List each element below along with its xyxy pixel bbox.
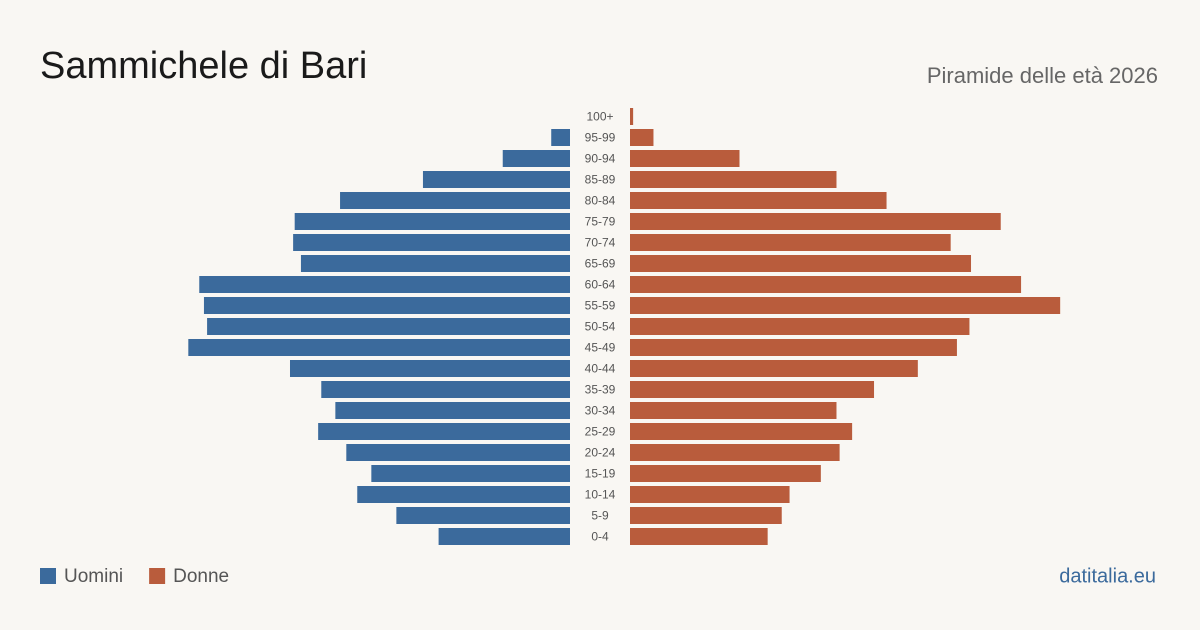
- age-label: 80-84: [585, 194, 616, 208]
- bar: [289, 360, 570, 377]
- legend-label: Uomini: [64, 566, 123, 587]
- age-label: 40-44: [585, 362, 616, 376]
- bar: [630, 276, 1022, 293]
- bar: [630, 507, 782, 524]
- bar: [630, 402, 837, 419]
- bar: [630, 360, 918, 377]
- age-label: 0-4: [591, 530, 609, 544]
- bar: [551, 129, 570, 146]
- bar: [630, 129, 654, 146]
- bar: [630, 108, 634, 125]
- legend-label: Donne: [173, 566, 229, 587]
- age-label: 90-94: [585, 152, 616, 166]
- age-label: 20-24: [585, 446, 616, 460]
- bar: [207, 318, 571, 335]
- bar: [630, 171, 837, 188]
- bar: [293, 234, 570, 251]
- bar: [188, 339, 571, 356]
- bar: [630, 381, 875, 398]
- age-label: 30-34: [585, 404, 616, 418]
- bar: [630, 423, 853, 440]
- bar: [294, 213, 570, 230]
- age-label: 45-49: [585, 341, 616, 355]
- bar: [630, 528, 768, 545]
- bar: [630, 234, 951, 251]
- source: datitalia.eu: [1059, 565, 1156, 587]
- bar: [630, 150, 740, 167]
- bar: [335, 402, 570, 419]
- bar: [630, 486, 790, 503]
- age-label: 35-39: [585, 383, 616, 397]
- bar: [357, 486, 570, 503]
- bar: [371, 465, 570, 482]
- bar: [630, 255, 972, 272]
- bar: [203, 297, 570, 314]
- age-label: 15-19: [585, 467, 616, 481]
- bar: [396, 507, 570, 524]
- age-label: 10-14: [585, 488, 616, 502]
- bar: [630, 297, 1061, 314]
- chart-subtitle: Piramide delle età 2026: [927, 63, 1158, 88]
- age-label: 70-74: [585, 236, 616, 250]
- bar: [438, 528, 570, 545]
- bar: [630, 192, 887, 209]
- chart-title: Sammichele di Bari: [40, 45, 367, 87]
- bar: [318, 423, 570, 440]
- age-label: 50-54: [585, 320, 616, 334]
- age-label: 85-89: [585, 173, 616, 187]
- bar: [502, 150, 570, 167]
- bar: [630, 339, 957, 356]
- age-label: 5-9: [591, 509, 609, 523]
- age-label: 65-69: [585, 257, 616, 271]
- bar: [630, 444, 840, 461]
- legend-swatch: [40, 568, 56, 584]
- bar: [199, 276, 570, 293]
- age-label: 75-79: [585, 215, 616, 229]
- bar: [422, 171, 570, 188]
- age-label: 60-64: [585, 278, 616, 292]
- bar: [340, 192, 570, 209]
- bar: [321, 381, 570, 398]
- bar: [630, 318, 970, 335]
- bar: [630, 465, 821, 482]
- bar: [630, 213, 1001, 230]
- bar: [346, 444, 570, 461]
- age-label: 100+: [586, 110, 613, 124]
- age-label: 95-99: [585, 131, 616, 145]
- bar: [300, 255, 570, 272]
- legend-swatch: [149, 568, 166, 584]
- age-label: 25-29: [585, 425, 616, 439]
- age-label: 55-59: [585, 299, 616, 313]
